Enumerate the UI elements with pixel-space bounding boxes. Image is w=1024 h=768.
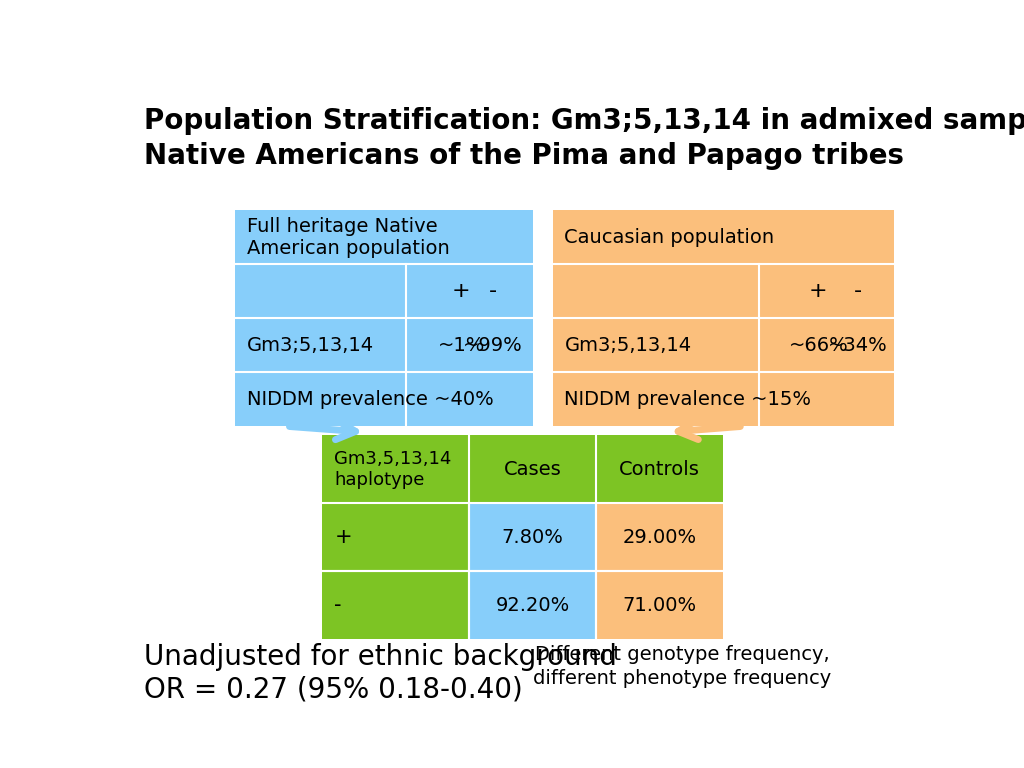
Text: Unadjusted for ethnic background
OR = 0.27 (95% 0.18-0.40): Unadjusted for ethnic background OR = 0.… bbox=[143, 644, 616, 703]
Text: 29.00%: 29.00% bbox=[623, 528, 696, 547]
Text: NIDDM prevalence ~15%: NIDDM prevalence ~15% bbox=[564, 390, 811, 409]
FancyBboxPatch shape bbox=[553, 210, 894, 426]
Text: Gm3;5,13,14: Gm3;5,13,14 bbox=[247, 336, 374, 355]
Text: 7.80%: 7.80% bbox=[502, 528, 563, 547]
Text: NIDDM prevalence ~40%: NIDDM prevalence ~40% bbox=[247, 390, 494, 409]
Text: -: - bbox=[854, 281, 862, 301]
Text: +: + bbox=[452, 281, 471, 301]
Text: +: + bbox=[809, 281, 827, 301]
Text: Gm3,5,13,14
haplotype: Gm3,5,13,14 haplotype bbox=[334, 450, 452, 488]
Text: ~34%: ~34% bbox=[828, 336, 888, 355]
Text: +: + bbox=[334, 527, 352, 547]
Text: 92.20%: 92.20% bbox=[496, 596, 570, 614]
Text: Full heritage Native
American population: Full heritage Native American population bbox=[247, 217, 450, 258]
Text: Population Stratification: Gm3;5,13,14 in admixed sample of
Native Americans of : Population Stratification: Gm3;5,13,14 i… bbox=[143, 107, 1024, 170]
Text: ~66%: ~66% bbox=[788, 336, 848, 355]
Text: Different genotype frequency,
different phenotype frequency: Different genotype frequency, different … bbox=[532, 645, 831, 687]
FancyBboxPatch shape bbox=[596, 503, 723, 639]
FancyBboxPatch shape bbox=[236, 210, 532, 426]
Text: -: - bbox=[489, 281, 497, 301]
Text: Gm3;5,13,14: Gm3;5,13,14 bbox=[564, 336, 691, 355]
FancyBboxPatch shape bbox=[469, 503, 596, 639]
Text: Caucasian population: Caucasian population bbox=[564, 228, 774, 247]
FancyBboxPatch shape bbox=[323, 435, 723, 639]
Text: Controls: Controls bbox=[620, 460, 700, 478]
Text: ~1%: ~1% bbox=[437, 336, 485, 355]
Text: ~99%: ~99% bbox=[463, 336, 523, 355]
Text: 71.00%: 71.00% bbox=[623, 596, 696, 614]
Text: Cases: Cases bbox=[504, 460, 561, 478]
Text: -: - bbox=[334, 595, 342, 615]
